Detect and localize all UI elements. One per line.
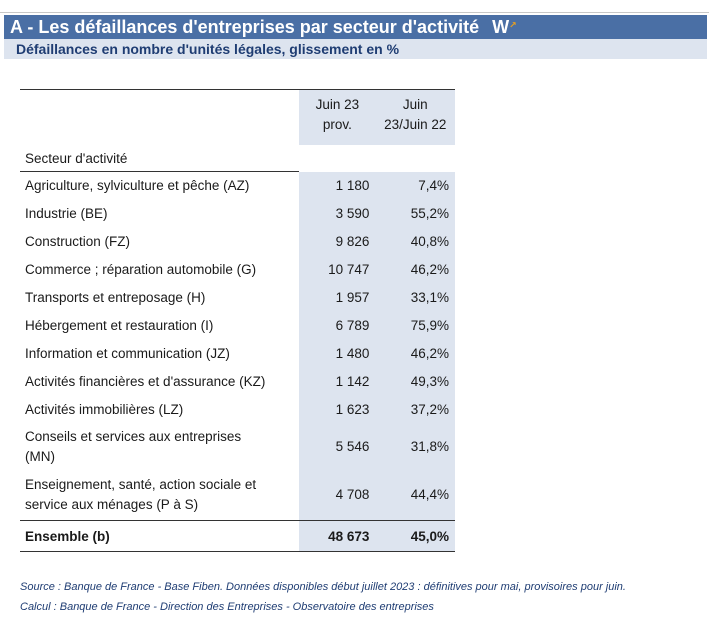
- row-label: Activités financières et d'assurance (KZ…: [25, 374, 266, 389]
- table-row: Transports et entreposage (H) 1 957 33,1…: [20, 284, 455, 312]
- row-change: 37,2%: [375, 396, 455, 424]
- row-label: Enseignement, santé, action sociale et se…: [25, 477, 257, 512]
- table-row: Enseignement, santé, action sociale et se…: [20, 470, 455, 521]
- total-change: 45,0%: [375, 520, 455, 552]
- sector-header: Secteur d'activité: [20, 145, 300, 172]
- logo-letter: W: [492, 17, 510, 37]
- row-count: 3 590: [299, 200, 376, 228]
- header-change: Juin 23/Juin 22: [375, 89, 455, 145]
- row-change: 40,8%: [375, 228, 455, 256]
- row-change: 7,4%: [375, 171, 455, 200]
- logo-mark: ↗: [509, 20, 517, 30]
- table-row: Commerce ; réparation automobile (G) 10 …: [20, 256, 455, 284]
- row-count: 4 708: [299, 470, 376, 521]
- row-count: 1 957: [299, 284, 376, 312]
- table-row: Activités financières et d'assurance (KZ…: [20, 368, 455, 396]
- row-change: 49,3%: [375, 368, 455, 396]
- table-row: Activités immobilières (LZ) 1 623 37,2%: [20, 396, 455, 424]
- table-row: Industrie (BE) 3 590 55,2%: [20, 200, 455, 228]
- row-change: 46,2%: [375, 256, 455, 284]
- row-count: 1 480: [299, 340, 376, 368]
- page-subtitle: Défaillances en nombre d'unités légales,…: [16, 41, 400, 57]
- row-label: Conseils et services aux entreprises (MN): [25, 429, 242, 464]
- row-change: 55,2%: [375, 200, 455, 228]
- row-label: Commerce ; réparation automobile (G): [25, 262, 257, 277]
- source-note: Source : Banque de France - Base Fiben. …: [20, 581, 626, 593]
- failures-table: Juin 23 prov. Juin 23/Juin 22 Secteur d'ac…: [20, 89, 455, 552]
- row-label: Industrie (BE): [25, 206, 108, 221]
- row-count: 1 142: [299, 368, 376, 396]
- footnotes: Source : Banque de France - Base Fiben. …: [20, 577, 705, 617]
- row-count: 5 546: [299, 424, 376, 470]
- row-count: 1 623: [299, 396, 376, 424]
- row-change: 33,1%: [375, 284, 455, 312]
- row-change: 44,4%: [375, 470, 455, 521]
- header-june23: Juin 23 prov.: [299, 89, 376, 145]
- table-row: Construction (FZ) 9 826 40,8%: [20, 228, 455, 256]
- row-count: 6 789: [299, 312, 376, 340]
- total-row: Ensemble (b) 48 673 45,0%: [20, 520, 455, 552]
- top-rule: [0, 12, 709, 13]
- row-count: 10 747: [299, 256, 376, 284]
- row-change: 46,2%: [375, 340, 455, 368]
- total-count: 48 673: [299, 520, 376, 552]
- table-row: Information et communication (JZ) 1 480 …: [20, 340, 455, 368]
- calcul-note: Calcul : Banque de France - Direction de…: [20, 601, 434, 613]
- table-row: Hébergement et restauration (I) 6 789 75…: [20, 312, 455, 340]
- row-label: Construction (FZ): [25, 234, 131, 249]
- subtitle-bar: Défaillances en nombre d'unités légales,…: [4, 39, 707, 59]
- table-row: Agriculture, sylviculture et pêche (AZ) …: [20, 171, 455, 200]
- row-label: Agriculture, sylviculture et pêche (AZ): [25, 178, 250, 193]
- row-label: Transports et entreposage (H): [25, 290, 206, 305]
- table-row: Conseils et services aux entreprises (MN)…: [20, 424, 455, 470]
- row-count: 9 826: [299, 228, 376, 256]
- sector-header-row: Secteur d'activité: [20, 145, 455, 172]
- row-label: Information et communication (JZ): [25, 346, 230, 361]
- page-title: A - Les défaillances d'entreprises par s…: [10, 17, 480, 37]
- brand-logo-icon: W↗: [492, 15, 517, 39]
- row-change: 31,8%: [375, 424, 455, 470]
- row-label: Hébergement et restauration (I): [25, 318, 214, 333]
- total-label: Ensemble (b): [20, 520, 300, 552]
- row-change: 75,9%: [375, 312, 455, 340]
- title-bar: A - Les défaillances d'entreprises par s…: [4, 15, 707, 39]
- header-empty-cell: [20, 89, 300, 145]
- row-label: Activités immobilières (LZ): [25, 402, 184, 417]
- row-count: 1 180: [299, 171, 376, 200]
- table-header-row: Juin 23 prov. Juin 23/Juin 22: [20, 89, 455, 145]
